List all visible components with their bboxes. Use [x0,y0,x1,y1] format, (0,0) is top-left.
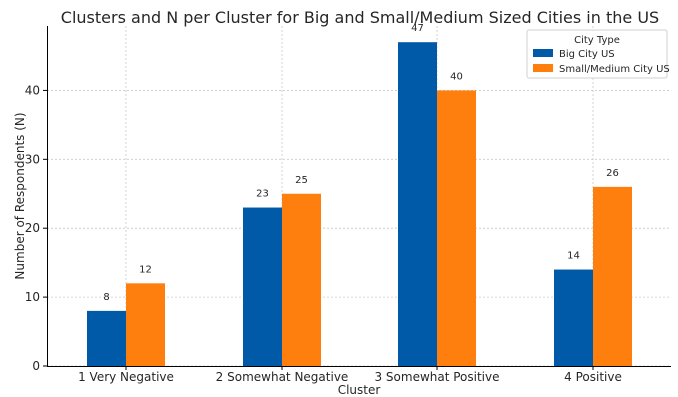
axes [47,26,671,367]
legend-label-big-city-us: Big City US [559,49,615,60]
bar-big-city-us-1-very-negative [87,310,126,366]
x-tick-label-3-somewhat-positive: 3 Somewhat Positive [374,370,499,384]
bar-small-medium-city-us-4-positive [593,186,632,366]
bars [87,42,632,367]
data-labels: 8 23 47 14 12 25 40 26 [103,23,619,303]
bar-small-medium-city-us-3-somewhat-positive [437,90,476,367]
x-tick-label-1-very-negative: 1 Very Negative [78,370,174,384]
x-tick-label-4-positive: 4 Positive [564,370,622,384]
bar-big-city-us-4-positive [554,269,593,366]
bar-small-medium-city-us-2-somewhat-negative [282,193,321,366]
data-label-small-medium-city-us-1-very-negative: 12 [139,264,152,275]
y-axis-label: Number of Respondents (N) [13,112,27,279]
legend-label-small-medium-city-us: Small/Medium City US [559,64,670,75]
y-tick-label-30: 30 [25,152,40,166]
data-label-small-medium-city-us-2-somewhat-negative: 25 [295,175,308,186]
chart-title: Clusters and N per Cluster for Big and S… [61,8,659,27]
x-tick-label-2-somewhat-negative: 2 Somewhat Negative [216,370,349,384]
y-ticks: 0 10 20 30 40 [25,83,47,373]
bar-big-city-us-3-somewhat-positive [398,42,437,366]
data-label-big-city-us-4-positive: 14 [567,251,580,262]
legend-swatch-small-medium-city-us [533,64,553,72]
legend-swatch-big-city-us [533,49,553,57]
legend-entries: Big City US Small/Medium City US [533,49,670,75]
x-ticks: 1 Very Negative 2 Somewhat Negative 3 Some… [78,366,622,384]
data-label-small-medium-city-us-3-somewhat-positive: 40 [450,71,463,82]
y-tick-label-40: 40 [25,83,40,97]
legend-title: City Type [574,35,620,46]
y-tick-label-0: 0 [32,359,40,373]
data-label-big-city-us-1-very-negative: 8 [103,292,109,303]
data-label-big-city-us-3-somewhat-positive: 47 [411,23,424,34]
legend-frame [526,29,668,79]
y-tick-label-20: 20 [25,221,40,235]
bar-big-city-us-2-somewhat-negative [243,207,282,366]
legend: City Type Big City US Small/Medium City U… [526,29,670,79]
data-label-big-city-us-2-somewhat-negative: 23 [256,189,269,200]
bar-small-medium-city-us-1-very-negative [126,283,165,366]
x-axis-label: Cluster [338,383,381,397]
data-label-small-medium-city-us-4-positive: 26 [606,168,619,179]
y-tick-label-10: 10 [25,290,40,304]
